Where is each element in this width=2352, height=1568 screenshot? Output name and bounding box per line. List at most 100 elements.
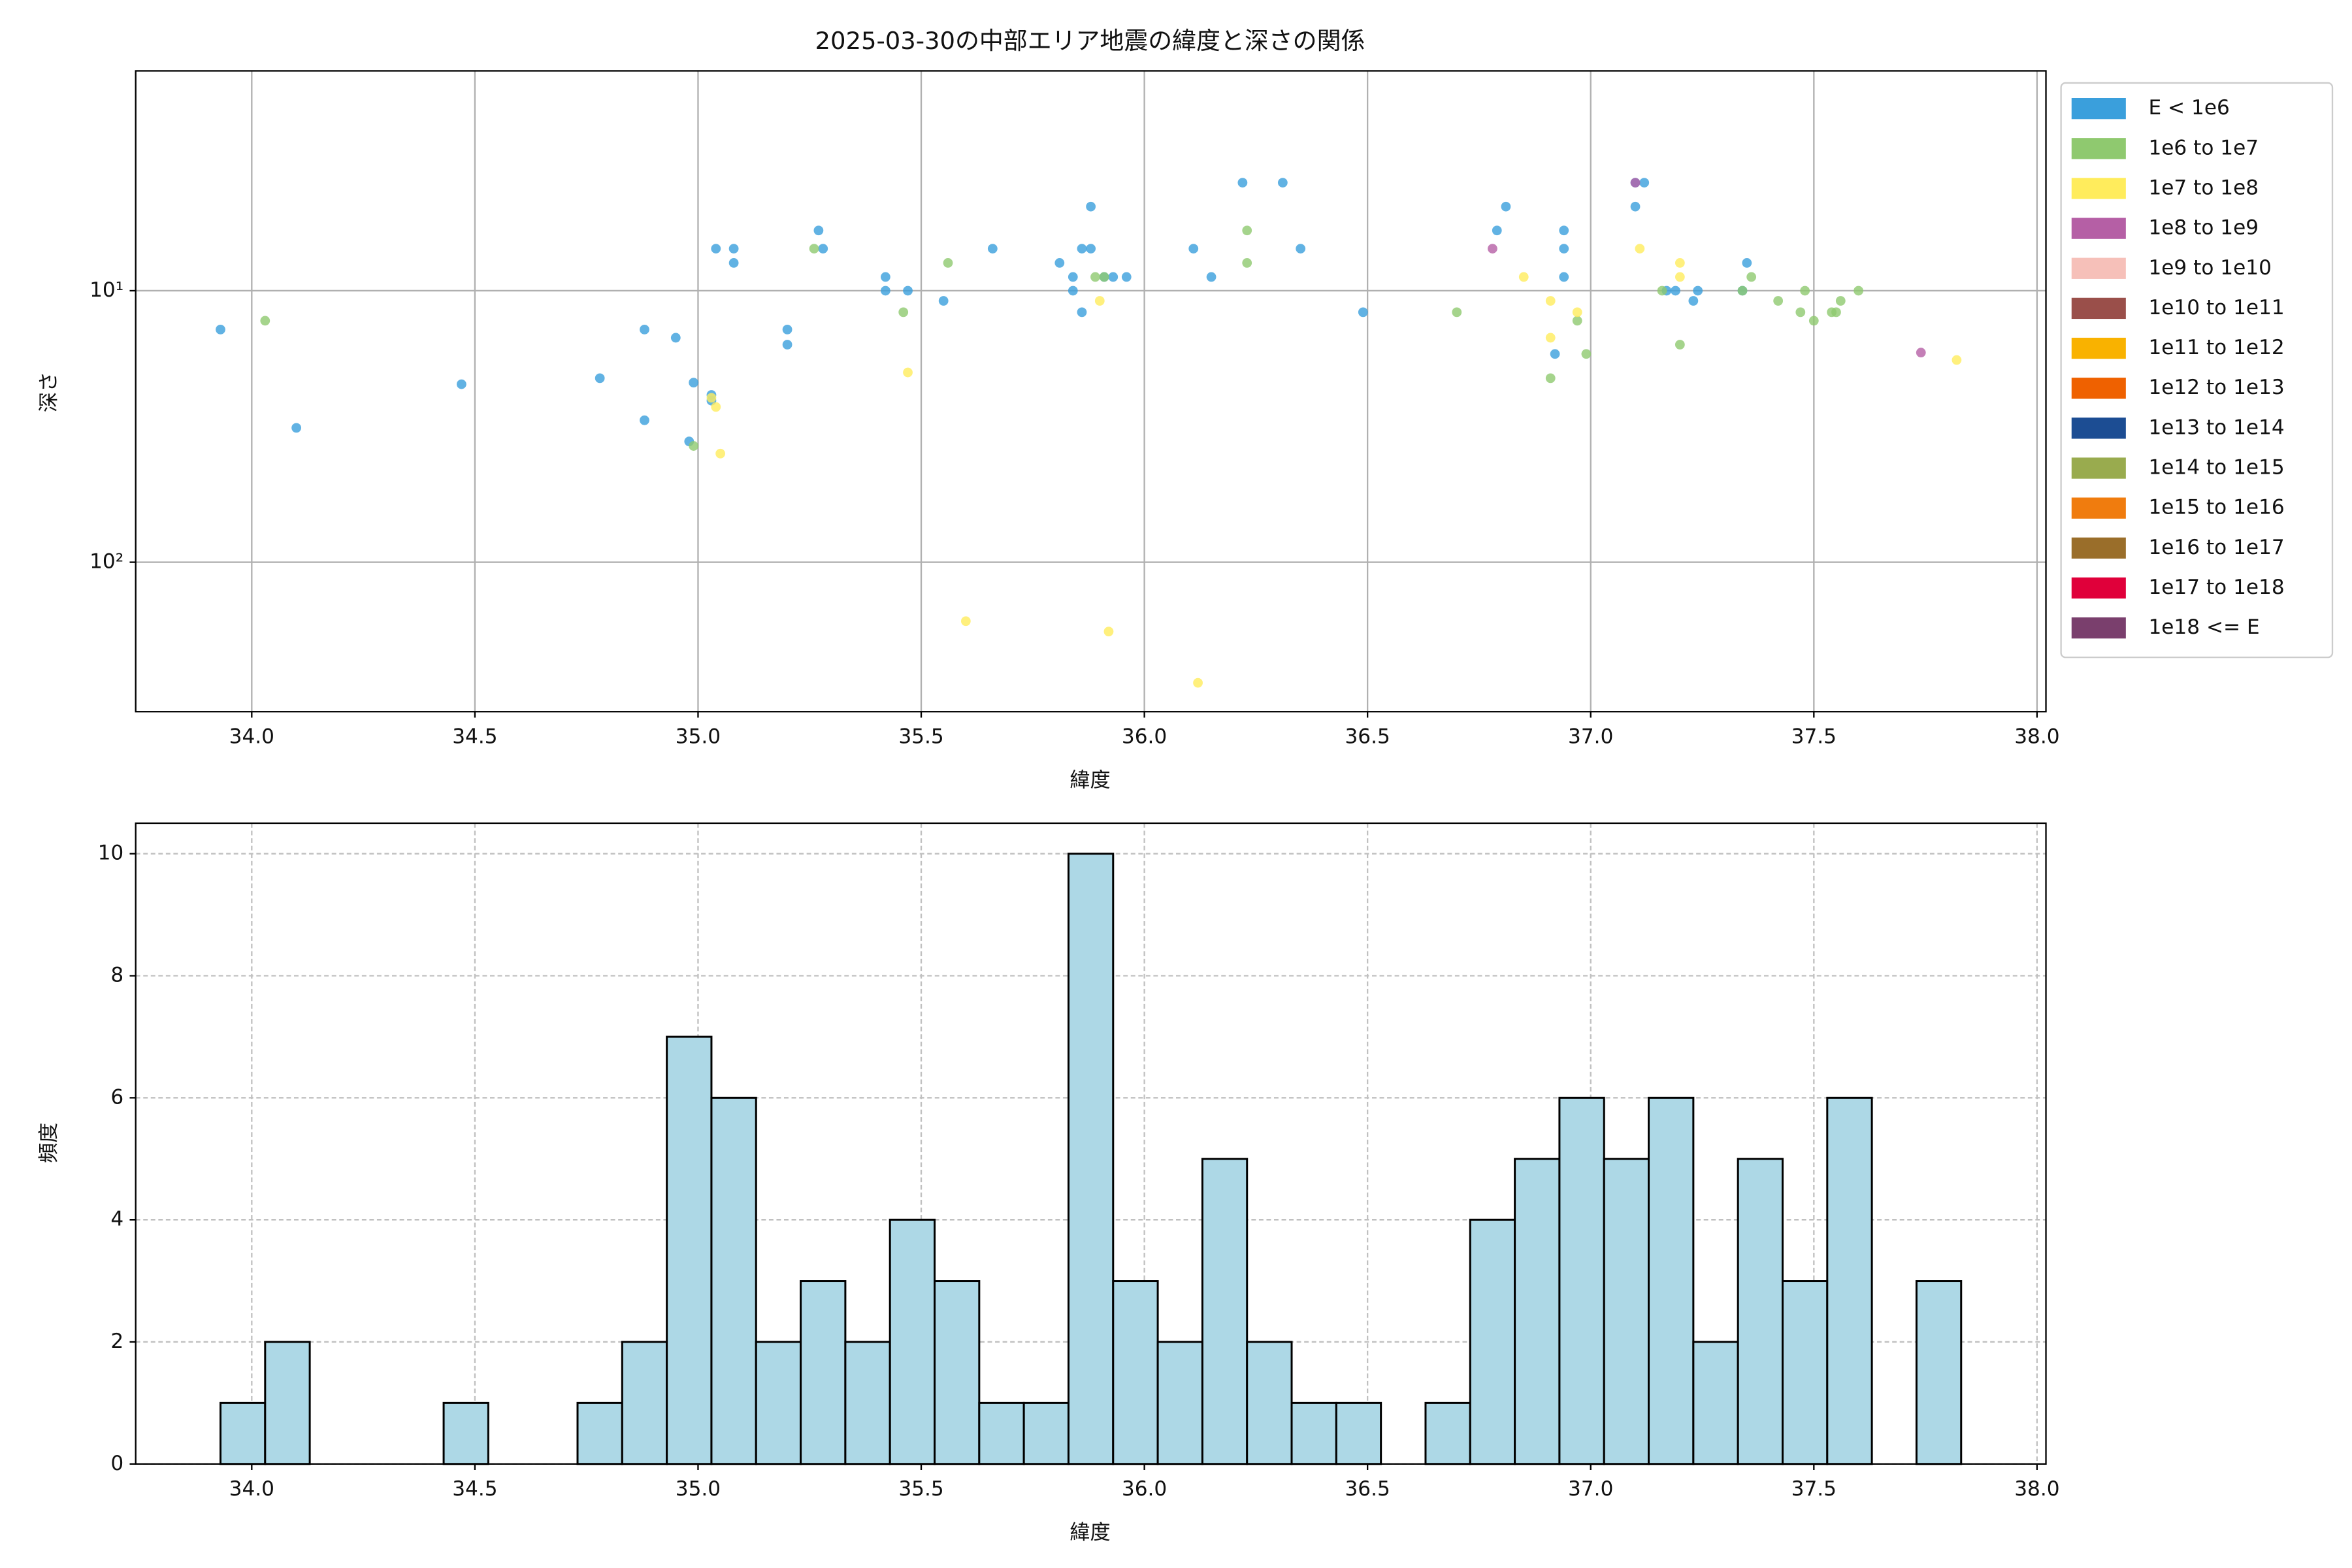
point <box>1086 201 1096 212</box>
legend-swatch <box>2071 218 2126 239</box>
point <box>809 244 819 253</box>
point <box>1518 272 1529 282</box>
point <box>1737 286 1748 296</box>
bar <box>1424 1401 1471 1465</box>
point <box>1193 678 1203 688</box>
point <box>1572 316 1582 326</box>
bar <box>934 1280 981 1465</box>
bar <box>1648 1096 1695 1465</box>
point <box>728 244 739 253</box>
bar <box>1022 1401 1070 1465</box>
y-tick-label: 6 <box>110 1085 123 1109</box>
point <box>1693 286 1703 296</box>
bar <box>1692 1341 1739 1465</box>
point <box>1674 272 1685 282</box>
point <box>1054 258 1065 268</box>
legend-swatch <box>2071 178 2126 199</box>
point <box>706 393 717 403</box>
legend-swatch <box>2071 98 2126 120</box>
point <box>1121 272 1132 282</box>
point <box>1242 258 1252 268</box>
legend-swatch <box>2071 617 2126 639</box>
bar <box>1558 1096 1605 1465</box>
legend-label: E < 1e6 <box>2148 96 2229 120</box>
point <box>715 448 725 459</box>
point <box>1916 348 1926 358</box>
point <box>260 316 270 326</box>
point <box>689 441 699 451</box>
legend-swatch <box>2071 257 2126 279</box>
bar <box>219 1401 267 1465</box>
point <box>1452 307 1462 318</box>
point <box>1550 349 1560 359</box>
point <box>1277 178 1288 188</box>
point <box>1773 296 1784 306</box>
point <box>1572 307 1582 318</box>
point <box>1854 286 1864 296</box>
legend-swatch <box>2071 378 2126 399</box>
point <box>291 423 302 433</box>
point <box>880 272 890 282</box>
x-tick-label: 37.5 <box>1791 1477 1837 1501</box>
point <box>711 244 721 253</box>
legend-swatch <box>2071 537 2126 559</box>
legend-label: 1e7 to 1e8 <box>2148 176 2259 199</box>
point <box>640 325 649 335</box>
point <box>1671 286 1680 296</box>
bar <box>1915 1280 1963 1465</box>
point <box>903 286 913 296</box>
point <box>689 378 699 388</box>
point <box>1103 627 1114 637</box>
x-tick-label: 36.0 <box>1122 1477 1167 1501</box>
bar <box>978 1401 1025 1465</box>
point <box>1492 225 1502 236</box>
legend-label: 1e6 to 1e7 <box>2148 136 2259 159</box>
x-tick-label: 35.5 <box>898 725 943 748</box>
bar <box>1335 1401 1382 1465</box>
bar <box>1290 1401 1337 1465</box>
point <box>1746 272 1757 282</box>
point <box>1674 258 1685 268</box>
point <box>595 373 605 384</box>
x-tick-label: 34.0 <box>229 1477 274 1501</box>
y-tick-label: 2 <box>110 1330 123 1353</box>
plot-frame <box>135 70 2047 713</box>
point <box>1639 178 1650 188</box>
y-tick-label: 4 <box>110 1207 123 1231</box>
point <box>1581 349 1592 359</box>
y-tick-label: 10 <box>98 841 124 865</box>
point <box>1086 244 1096 253</box>
legend-swatch <box>2071 497 2126 519</box>
bar <box>844 1341 891 1465</box>
point <box>1545 296 1556 306</box>
legend-label: 1e12 to 1e13 <box>2148 376 2284 399</box>
legend-label: 1e9 to 1e10 <box>2148 256 2271 280</box>
point <box>1742 258 1752 268</box>
point <box>1358 307 1368 318</box>
point <box>1068 272 1078 282</box>
bar <box>1469 1218 1516 1465</box>
point <box>1559 272 1569 282</box>
x-axis-label: 緯度 <box>1070 768 1110 792</box>
bar <box>1514 1158 1561 1465</box>
legend-label: 1e10 to 1e11 <box>2148 296 2284 319</box>
x-tick-label: 37.5 <box>1791 725 1837 748</box>
point <box>782 340 792 350</box>
bar <box>1737 1158 1784 1465</box>
point <box>1488 244 1497 253</box>
point <box>1545 373 1556 384</box>
bar <box>621 1341 668 1465</box>
y-tick-label: 8 <box>110 964 123 987</box>
x-tick-label: 37.0 <box>1568 725 1613 748</box>
point <box>1657 286 1667 296</box>
point <box>1630 178 1641 188</box>
legend-label: 1e11 to 1e12 <box>2148 336 2284 359</box>
y-tick-label: 10¹ <box>90 278 123 302</box>
legend-label: 1e16 to 1e17 <box>2148 536 2284 559</box>
point <box>640 415 649 425</box>
point <box>813 225 824 236</box>
point <box>1800 286 1810 296</box>
point <box>1559 225 1569 236</box>
legend-label: 1e8 to 1e9 <box>2148 216 2259 240</box>
